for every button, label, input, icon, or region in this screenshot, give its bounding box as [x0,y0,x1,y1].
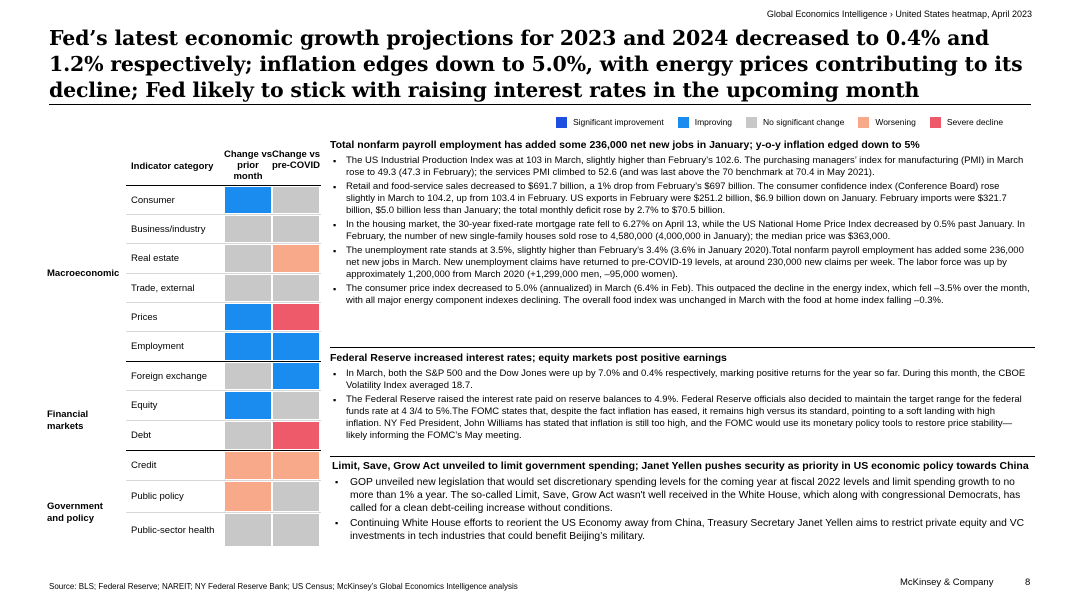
table-header-divider [126,185,321,186]
panel-heading: Total nonfarm payroll employment has add… [330,139,920,151]
bullet-list: The US Industrial Production Index was a… [330,155,1030,307]
table-row: Public-sector health [126,513,321,547]
row-label: Business/industry [131,223,206,235]
heat-cell-covid [273,275,319,301]
heat-cell-prior [225,363,271,389]
legend-label: No significant change [763,117,845,127]
bullet-item: Continuing White House efforts to reorie… [332,517,1032,543]
panel-macroeconomic: Total nonfarm payroll employment has add… [330,139,1030,309]
source-note: Source: BLS; Federal Reserve; NAREIT; NY… [49,582,518,591]
heat-cell-prior [225,275,271,301]
heat-cell-prior [225,216,271,242]
legend-label: Severe decline [946,117,1004,127]
legend-swatch [556,116,567,128]
panel-financial-markets: Federal Reserve increased interest rates… [330,352,1030,444]
group-label-financial-markets: Financial markets [47,409,89,432]
row-label: Equity [131,400,158,411]
bullet-item: In the housing market, the 30-year fixed… [330,219,1030,243]
heat-cell-prior [225,333,271,360]
table-row: Real estate [126,244,321,274]
bullet-item: GOP unveiled new legislation that would … [332,476,1032,515]
page-number: 8 [1025,577,1031,588]
bullet-item: The unemployment rate stands at 3.5%, sl… [330,245,1030,281]
panel-government-policy: Limit, Save, Grow Act unveiled to limit … [332,460,1032,545]
legend-label: Worsening [875,117,916,127]
table-row: Employment [126,332,321,362]
legend-swatch [677,116,689,128]
heat-cell-covid [273,187,319,213]
table-row: Public policy [126,481,321,513]
table-row: Business/industry [126,215,321,244]
table-row: Foreign exchange [126,362,321,391]
panel-divider [330,347,1035,348]
heat-cell-covid [273,304,319,330]
bullet-item: Retail and food-service sales decreased … [330,181,1030,217]
group-label-government-policy: Government and policy [47,501,103,524]
row-label: Real estate [131,253,180,264]
legend-swatch [929,116,941,128]
legend: Significant improvement Improving No sig… [556,116,1003,128]
row-label: Employment [131,341,184,352]
legend-swatch [858,116,870,128]
heat-cell-prior [225,514,271,546]
table-row: Debt [126,421,321,451]
row-label: Prices [131,311,158,323]
heat-cell-covid [273,363,319,389]
heat-cell-covid [273,333,319,360]
bullet-list: In March, both the S&P 500 and the Dow J… [330,368,1030,442]
panel-heading: Limit, Save, Grow Act unveiled to limit … [332,460,1029,472]
header-note: Global Economics Intelligence › United S… [766,9,1032,19]
legend-item-improving: Improving [677,116,733,128]
heat-cell-covid [273,392,319,419]
heat-cell-prior [225,304,271,330]
heat-cell-prior [225,392,271,419]
panel-divider [330,456,1035,457]
heat-cell-covid [273,216,319,242]
heat-cell-prior [225,452,271,479]
table-row: Credit [126,451,321,481]
legend-swatch [746,116,758,128]
row-label: Foreign exchange [131,370,208,382]
heat-cell-prior [225,187,271,213]
row-label: Credit [131,460,157,471]
row-label: Public-sector health [131,524,215,536]
heat-cell-prior [225,245,271,272]
heat-cell-covid [273,514,319,546]
group-label-macroeconomic: Macroeconomic [47,268,120,279]
brand-name: McKinsey & Company [900,577,994,588]
heat-cell-prior [225,482,271,511]
table-row: Consumer [126,186,321,215]
heat-cell-covid [273,422,319,449]
row-label: Consumer [131,194,175,206]
legend-item-no-change: No significant change [746,116,845,128]
row-label: Debt [131,430,152,441]
bullet-list: GOP unveiled new legislation that would … [332,476,1032,543]
table-row: Trade, external [126,274,321,303]
change-pre-covid-header: Change vs pre-COVID [271,149,321,171]
indicator-category-header: Indicator category [131,161,214,172]
table-row: Prices [126,303,321,332]
legend-item-severe-decline: Severe decline [929,116,1004,128]
legend-label: Significant improvement [573,117,664,127]
bullet-item: The Federal Reserve raised the interest … [330,394,1030,442]
panel-heading: Federal Reserve increased interest rates… [330,352,727,364]
change-prior-month-header: Change vs prior month [223,149,273,182]
row-label: Public policy [131,491,184,502]
title-divider [49,104,1031,105]
bullet-item: The US Industrial Production Index was a… [330,155,1030,179]
bullet-item: In March, both the S&P 500 and the Dow J… [330,368,1030,392]
row-label: Trade, external [131,282,195,294]
heat-cell-prior [225,422,271,449]
heat-cell-covid [273,245,319,272]
legend-item-worsening: Worsening [858,116,916,128]
legend-item-significant-improvement: Significant improvement [556,116,664,128]
heat-cell-covid [273,482,319,511]
heat-cell-covid [273,452,319,479]
legend-label: Improving [694,117,733,127]
page-title: Fed’s latest economic growth projections… [49,26,1023,102]
bullet-item: The consumer price index decreased to 5.… [330,283,1030,307]
table-row: Equity [126,391,321,421]
